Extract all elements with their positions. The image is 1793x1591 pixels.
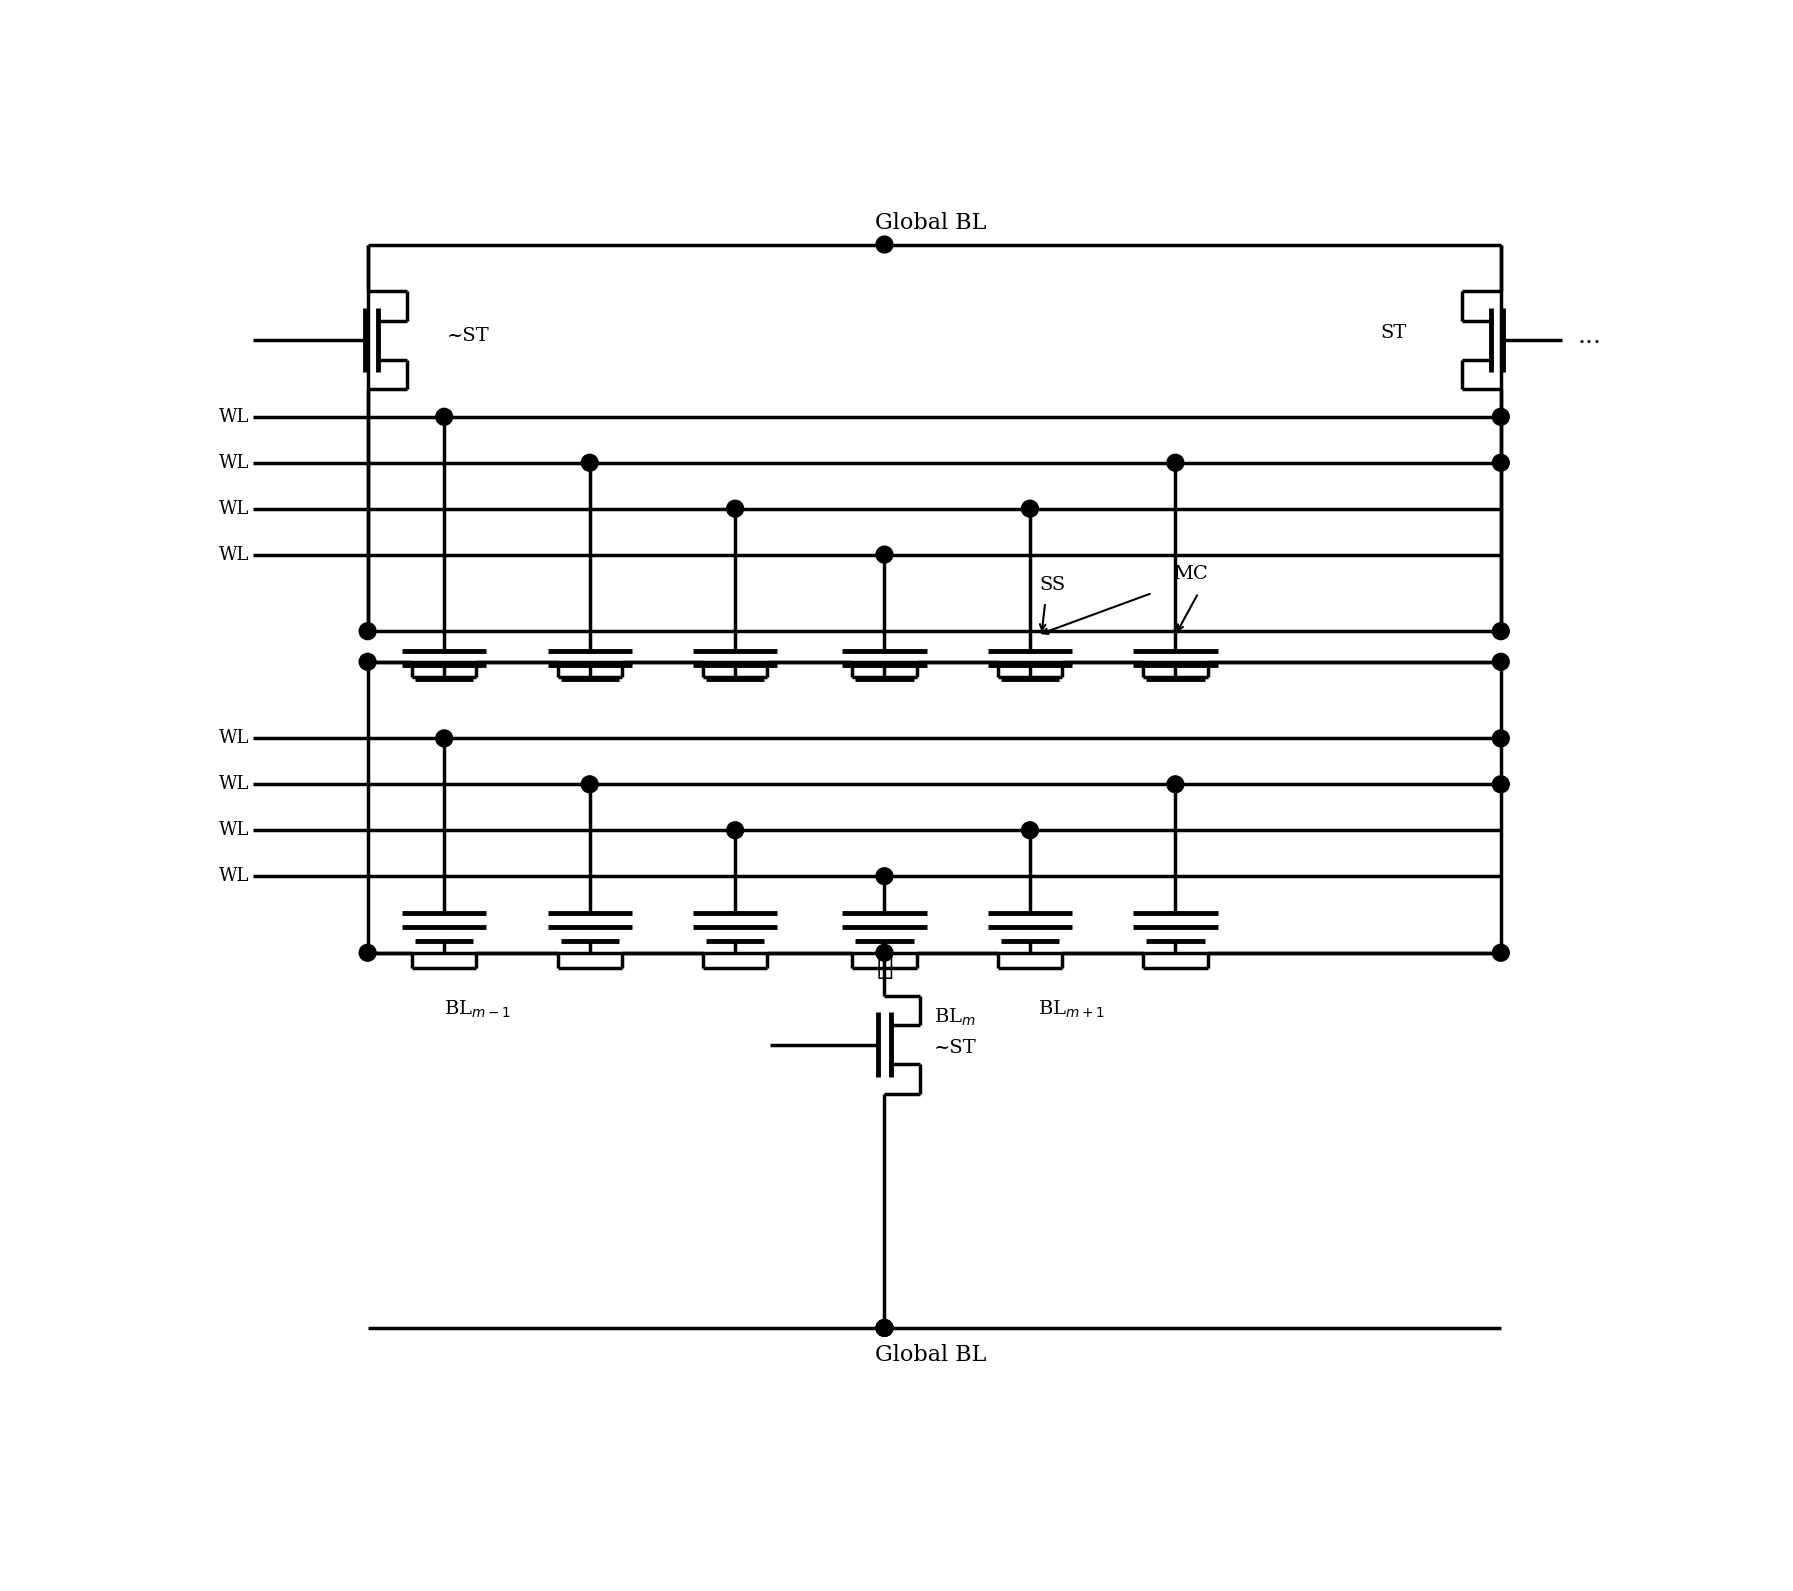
Text: ⋮: ⋮ bbox=[877, 953, 893, 980]
Text: Global BL: Global BL bbox=[875, 1344, 986, 1365]
Circle shape bbox=[1492, 776, 1510, 792]
Text: SS: SS bbox=[1040, 576, 1067, 595]
Circle shape bbox=[1492, 622, 1510, 640]
Circle shape bbox=[1022, 500, 1038, 517]
Circle shape bbox=[436, 730, 452, 746]
Text: BL$_{m-1}$: BL$_{m-1}$ bbox=[445, 999, 511, 1020]
Text: WL: WL bbox=[219, 546, 249, 563]
Circle shape bbox=[726, 500, 744, 517]
Circle shape bbox=[1167, 455, 1183, 471]
Text: ~ST: ~ST bbox=[446, 328, 489, 345]
Circle shape bbox=[581, 455, 599, 471]
Circle shape bbox=[877, 1319, 893, 1336]
Text: WL: WL bbox=[219, 821, 249, 840]
Text: MC: MC bbox=[1173, 565, 1208, 582]
Text: WL: WL bbox=[219, 867, 249, 885]
Text: Global BL: Global BL bbox=[875, 212, 986, 234]
Text: ST: ST bbox=[1381, 323, 1408, 342]
Circle shape bbox=[1492, 730, 1510, 746]
Circle shape bbox=[359, 654, 377, 670]
Text: WL: WL bbox=[219, 729, 249, 748]
Text: ...: ... bbox=[1578, 325, 1601, 348]
Text: BL$_{m+1}$: BL$_{m+1}$ bbox=[1038, 999, 1104, 1020]
Circle shape bbox=[1492, 945, 1510, 961]
Text: WL: WL bbox=[219, 407, 249, 426]
Circle shape bbox=[581, 776, 599, 792]
Text: WL: WL bbox=[219, 453, 249, 473]
Text: WL: WL bbox=[219, 500, 249, 517]
Circle shape bbox=[877, 1319, 893, 1336]
Circle shape bbox=[726, 823, 744, 838]
Circle shape bbox=[359, 945, 377, 961]
Circle shape bbox=[1492, 654, 1510, 670]
Circle shape bbox=[1022, 823, 1038, 838]
Circle shape bbox=[359, 622, 377, 640]
Circle shape bbox=[1167, 776, 1183, 792]
Circle shape bbox=[877, 235, 893, 253]
Circle shape bbox=[1492, 409, 1510, 425]
Circle shape bbox=[877, 546, 893, 563]
Circle shape bbox=[436, 409, 452, 425]
Circle shape bbox=[1492, 455, 1510, 471]
Circle shape bbox=[877, 867, 893, 885]
Text: BL$_m$: BL$_m$ bbox=[934, 1007, 975, 1028]
Text: ~ST: ~ST bbox=[934, 1039, 977, 1058]
Text: WL: WL bbox=[219, 775, 249, 794]
Circle shape bbox=[877, 945, 893, 961]
